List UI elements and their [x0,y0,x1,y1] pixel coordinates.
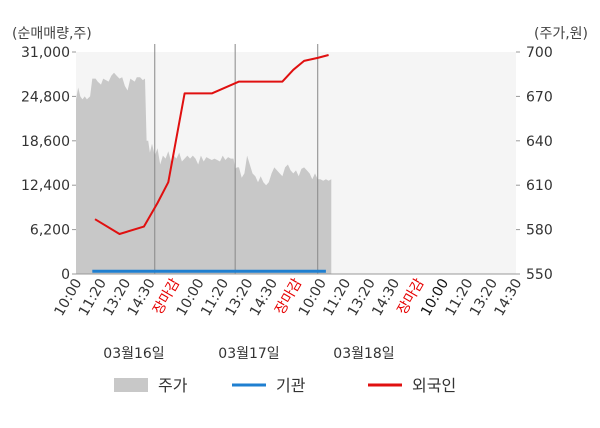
legend-label: 외국인 [412,376,456,395]
right-tick-label: 640 [526,134,553,150]
left-tick-label: 24,800 [21,89,70,105]
series-line-2 [94,54,329,235]
price-area-layer [76,72,332,274]
right-tick-label: 610 [526,178,553,194]
right-tick-label: 550 [526,267,553,283]
legend-label: 기관 [276,376,306,395]
left-tick-label: 31,000 [21,45,70,61]
x-axis-ticks: 10:0011:2013:2014:30장마감10:0011:2013:2014… [51,276,525,319]
left-axis-unit: (순매매량,주) [12,26,92,42]
legend-swatch [114,378,148,392]
right-tick-label: 700 [526,45,553,61]
left-tick-label: 18,600 [21,134,70,150]
date-labels: 03월16일 03월17일 03월18일 [103,346,394,362]
date-label: 03월18일 [333,346,394,362]
legend: 주가 기관 외국인 [114,376,456,395]
date-label: 03월16일 [103,346,164,362]
legend-label: 주가 [158,376,188,395]
left-tick-label: 0 [61,267,70,283]
date-label: 03월17일 [218,346,279,362]
right-axis-unit: (주가,원) [534,26,588,42]
left-tick-label: 6,200 [30,223,70,239]
left-axis-ticks: 31,000 24,800 18,600 12,400 6,200 0 [21,45,76,283]
line-series-layer [92,54,329,273]
left-tick-label: 12,400 [21,178,70,194]
series-area-0 [76,72,332,274]
right-tick-label: 670 [526,89,553,105]
right-axis-ticks: 700 670 640 610 580 550 [516,45,553,283]
right-tick-label: 580 [526,223,553,239]
